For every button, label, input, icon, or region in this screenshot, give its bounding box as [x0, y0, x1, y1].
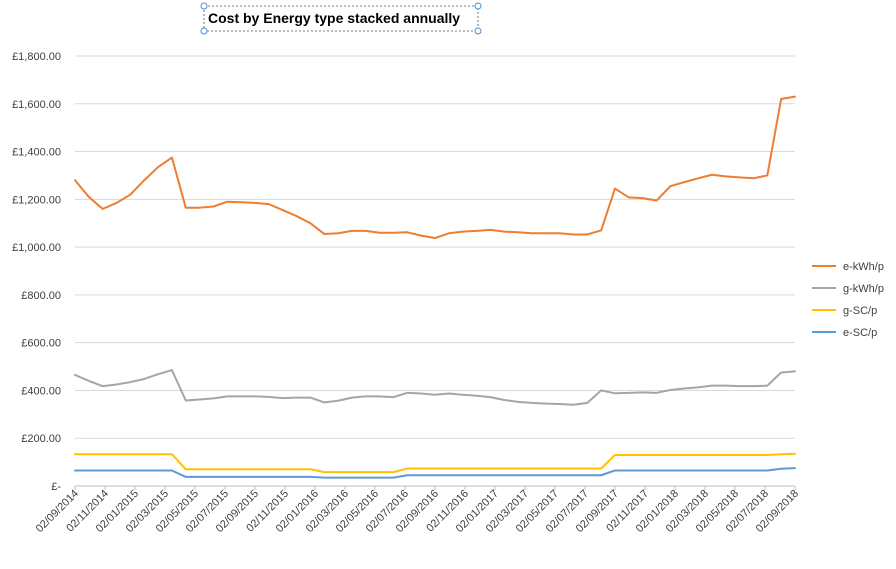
gridlines	[75, 55, 795, 487]
legend-label: g-kWh/p	[843, 283, 884, 295]
series-lines	[74, 95, 796, 479]
series-line-e-kwh-p	[74, 95, 796, 240]
y-tick-label: £400.00	[21, 385, 61, 397]
legend: e-kWh/p g-kWh/p g-SC/p e-SC/p	[812, 261, 884, 339]
y-tick-label: £1,600.00	[12, 99, 61, 111]
x-axis: 02/09/201402/11/201402/01/201502/03/2015…	[34, 485, 801, 535]
legend-label: e-SC/p	[843, 327, 877, 339]
resize-handle[interactable]	[474, 27, 482, 35]
y-tick-label: £1,800.00	[12, 51, 61, 63]
y-tick-label: £1,400.00	[12, 147, 61, 159]
y-axis: £- £200.00 £400.00 £600.00 £800.00 £1,000.00 £…	[12, 51, 61, 493]
y-tick-label: £-	[51, 481, 61, 493]
chart-title-box[interactable]: Cost by Energy type stacked annually	[200, 2, 482, 35]
legend-label: g-SC/p	[843, 305, 877, 317]
series-line-g-kwh-p	[74, 369, 796, 406]
y-tick-label: £1,200.00	[12, 194, 61, 206]
resize-handle[interactable]	[200, 2, 208, 10]
legend-label: e-kWh/p	[843, 261, 884, 273]
y-tick-label: £800.00	[21, 290, 61, 302]
chart-title: Cost by Energy type stacked annually	[208, 10, 460, 26]
series-line-e-sc-p	[74, 467, 796, 479]
resize-handle[interactable]	[200, 27, 208, 35]
series-line-g-sc-p	[74, 452, 796, 474]
y-tick-label: £1,000.00	[12, 242, 61, 254]
y-tick-label: £200.00	[21, 433, 61, 445]
resize-handle[interactable]	[474, 2, 482, 10]
y-tick-label: £600.00	[21, 338, 61, 350]
